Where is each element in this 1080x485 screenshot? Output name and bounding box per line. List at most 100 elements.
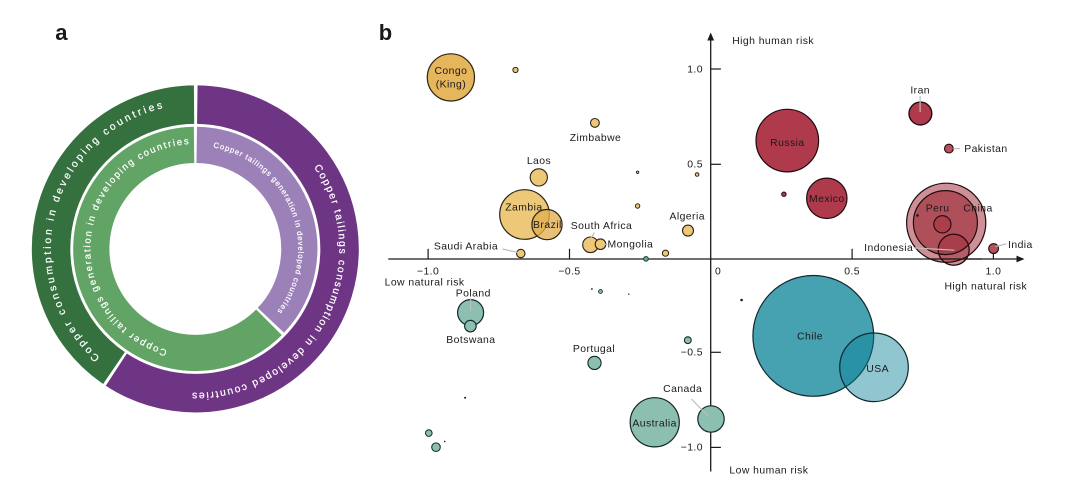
svg-text:s: s xyxy=(336,248,347,253)
svg-text:Russia: Russia xyxy=(770,138,804,149)
svg-text:u: u xyxy=(226,385,234,397)
svg-text:e: e xyxy=(131,333,141,345)
svg-text:t: t xyxy=(120,324,130,334)
svg-text:i: i xyxy=(307,333,317,341)
svg-text:e: e xyxy=(257,373,267,386)
svg-text:i: i xyxy=(117,166,126,175)
svg-text:l: l xyxy=(335,225,346,229)
svg-text:Zimbabwe: Zimbabwe xyxy=(570,133,622,144)
svg-text:n: n xyxy=(50,292,62,301)
svg-text:o: o xyxy=(219,142,225,152)
svg-text:v: v xyxy=(296,241,305,245)
svg-text:m: m xyxy=(44,265,56,275)
svg-text:o: o xyxy=(296,254,305,259)
svg-text:a: a xyxy=(55,20,68,45)
svg-text:d: d xyxy=(295,230,305,236)
svg-text:t: t xyxy=(162,140,168,151)
svg-text:n: n xyxy=(312,323,324,334)
svg-text:d: d xyxy=(51,194,63,203)
svg-text:−1.0: −1.0 xyxy=(417,266,439,277)
svg-text:n: n xyxy=(290,211,300,218)
svg-text:Zambia: Zambia xyxy=(505,202,542,213)
svg-text:o: o xyxy=(82,238,93,244)
svg-text:n: n xyxy=(86,215,98,223)
svg-text:n: n xyxy=(285,291,295,299)
svg-text:r: r xyxy=(238,149,245,158)
svg-text:r: r xyxy=(83,260,94,265)
svg-text:o: o xyxy=(233,383,242,395)
svg-text:i: i xyxy=(106,312,116,321)
svg-text:p: p xyxy=(320,178,333,188)
svg-text:p: p xyxy=(323,303,335,313)
svg-text:Chile: Chile xyxy=(797,332,823,343)
svg-text:o: o xyxy=(142,147,152,159)
svg-text:u: u xyxy=(329,287,341,296)
svg-text:n: n xyxy=(293,222,303,228)
svg-text:p: p xyxy=(224,143,231,153)
svg-text:e: e xyxy=(147,102,156,114)
svg-text:v: v xyxy=(96,190,108,200)
svg-text:p: p xyxy=(263,370,274,383)
svg-text:o: o xyxy=(151,343,160,355)
svg-text:r: r xyxy=(328,199,340,206)
svg-text:India: India xyxy=(1008,240,1033,251)
svg-text:m: m xyxy=(326,294,339,306)
svg-text:e: e xyxy=(279,359,290,371)
svg-text:r: r xyxy=(282,298,291,305)
svg-text:e: e xyxy=(54,186,66,196)
svg-text:1.0: 1.0 xyxy=(687,64,703,75)
svg-text:s: s xyxy=(332,280,344,288)
svg-text:o: o xyxy=(43,237,54,244)
svg-text:o: o xyxy=(53,299,65,309)
svg-text:l: l xyxy=(253,158,260,167)
svg-text:l: l xyxy=(276,363,284,373)
svg-text:High human risk: High human risk xyxy=(732,36,814,47)
svg-text:u: u xyxy=(46,276,58,284)
svg-text:a: a xyxy=(246,154,255,164)
svg-text:s: s xyxy=(48,284,60,292)
svg-text:s: s xyxy=(276,307,286,316)
svg-text:(King): (King) xyxy=(436,80,466,91)
svg-text:r: r xyxy=(63,319,75,328)
svg-text:i: i xyxy=(43,246,54,248)
svg-text:i: i xyxy=(293,219,302,223)
svg-text:e: e xyxy=(273,179,283,188)
svg-text:USA: USA xyxy=(866,364,889,375)
svg-text:e: e xyxy=(294,264,304,270)
svg-text:g: g xyxy=(261,165,270,175)
svg-text:t: t xyxy=(131,110,138,121)
svg-text:p: p xyxy=(111,169,123,180)
svg-text:i: i xyxy=(142,105,148,116)
svg-text:Laos: Laos xyxy=(527,156,551,167)
svg-text:l: l xyxy=(66,166,77,174)
svg-text:t: t xyxy=(43,251,54,254)
svg-text:0.5: 0.5 xyxy=(844,266,860,277)
svg-text:t: t xyxy=(82,249,93,252)
svg-text:r: r xyxy=(136,107,144,119)
svg-text:r: r xyxy=(167,139,173,150)
svg-text:1.0: 1.0 xyxy=(986,266,1002,277)
svg-text:o: o xyxy=(334,266,346,274)
svg-text:i: i xyxy=(172,138,176,149)
svg-text:o: o xyxy=(288,206,298,213)
svg-text:t: t xyxy=(284,295,293,302)
svg-text:c: c xyxy=(335,260,346,266)
svg-text:C: C xyxy=(158,345,168,358)
svg-text:i: i xyxy=(334,221,345,225)
svg-text:e: e xyxy=(278,303,288,312)
svg-text:c: c xyxy=(56,307,68,316)
svg-text:Mongolia: Mongolia xyxy=(608,240,654,251)
svg-text:n: n xyxy=(257,162,266,172)
svg-text:Iran: Iran xyxy=(910,86,930,97)
svg-text:e: e xyxy=(296,236,305,241)
svg-text:n: n xyxy=(85,272,97,280)
svg-text:o: o xyxy=(269,366,280,378)
svg-text:s: s xyxy=(156,100,164,112)
svg-text:s: s xyxy=(183,136,189,147)
svg-text:Portugal: Portugal xyxy=(573,344,615,355)
svg-text:Low human risk: Low human risk xyxy=(729,465,808,476)
svg-text:c: c xyxy=(135,150,145,162)
svg-text:−0.5: −0.5 xyxy=(558,266,580,277)
svg-text:Brazil: Brazil xyxy=(533,220,562,231)
svg-text:n: n xyxy=(276,183,286,192)
